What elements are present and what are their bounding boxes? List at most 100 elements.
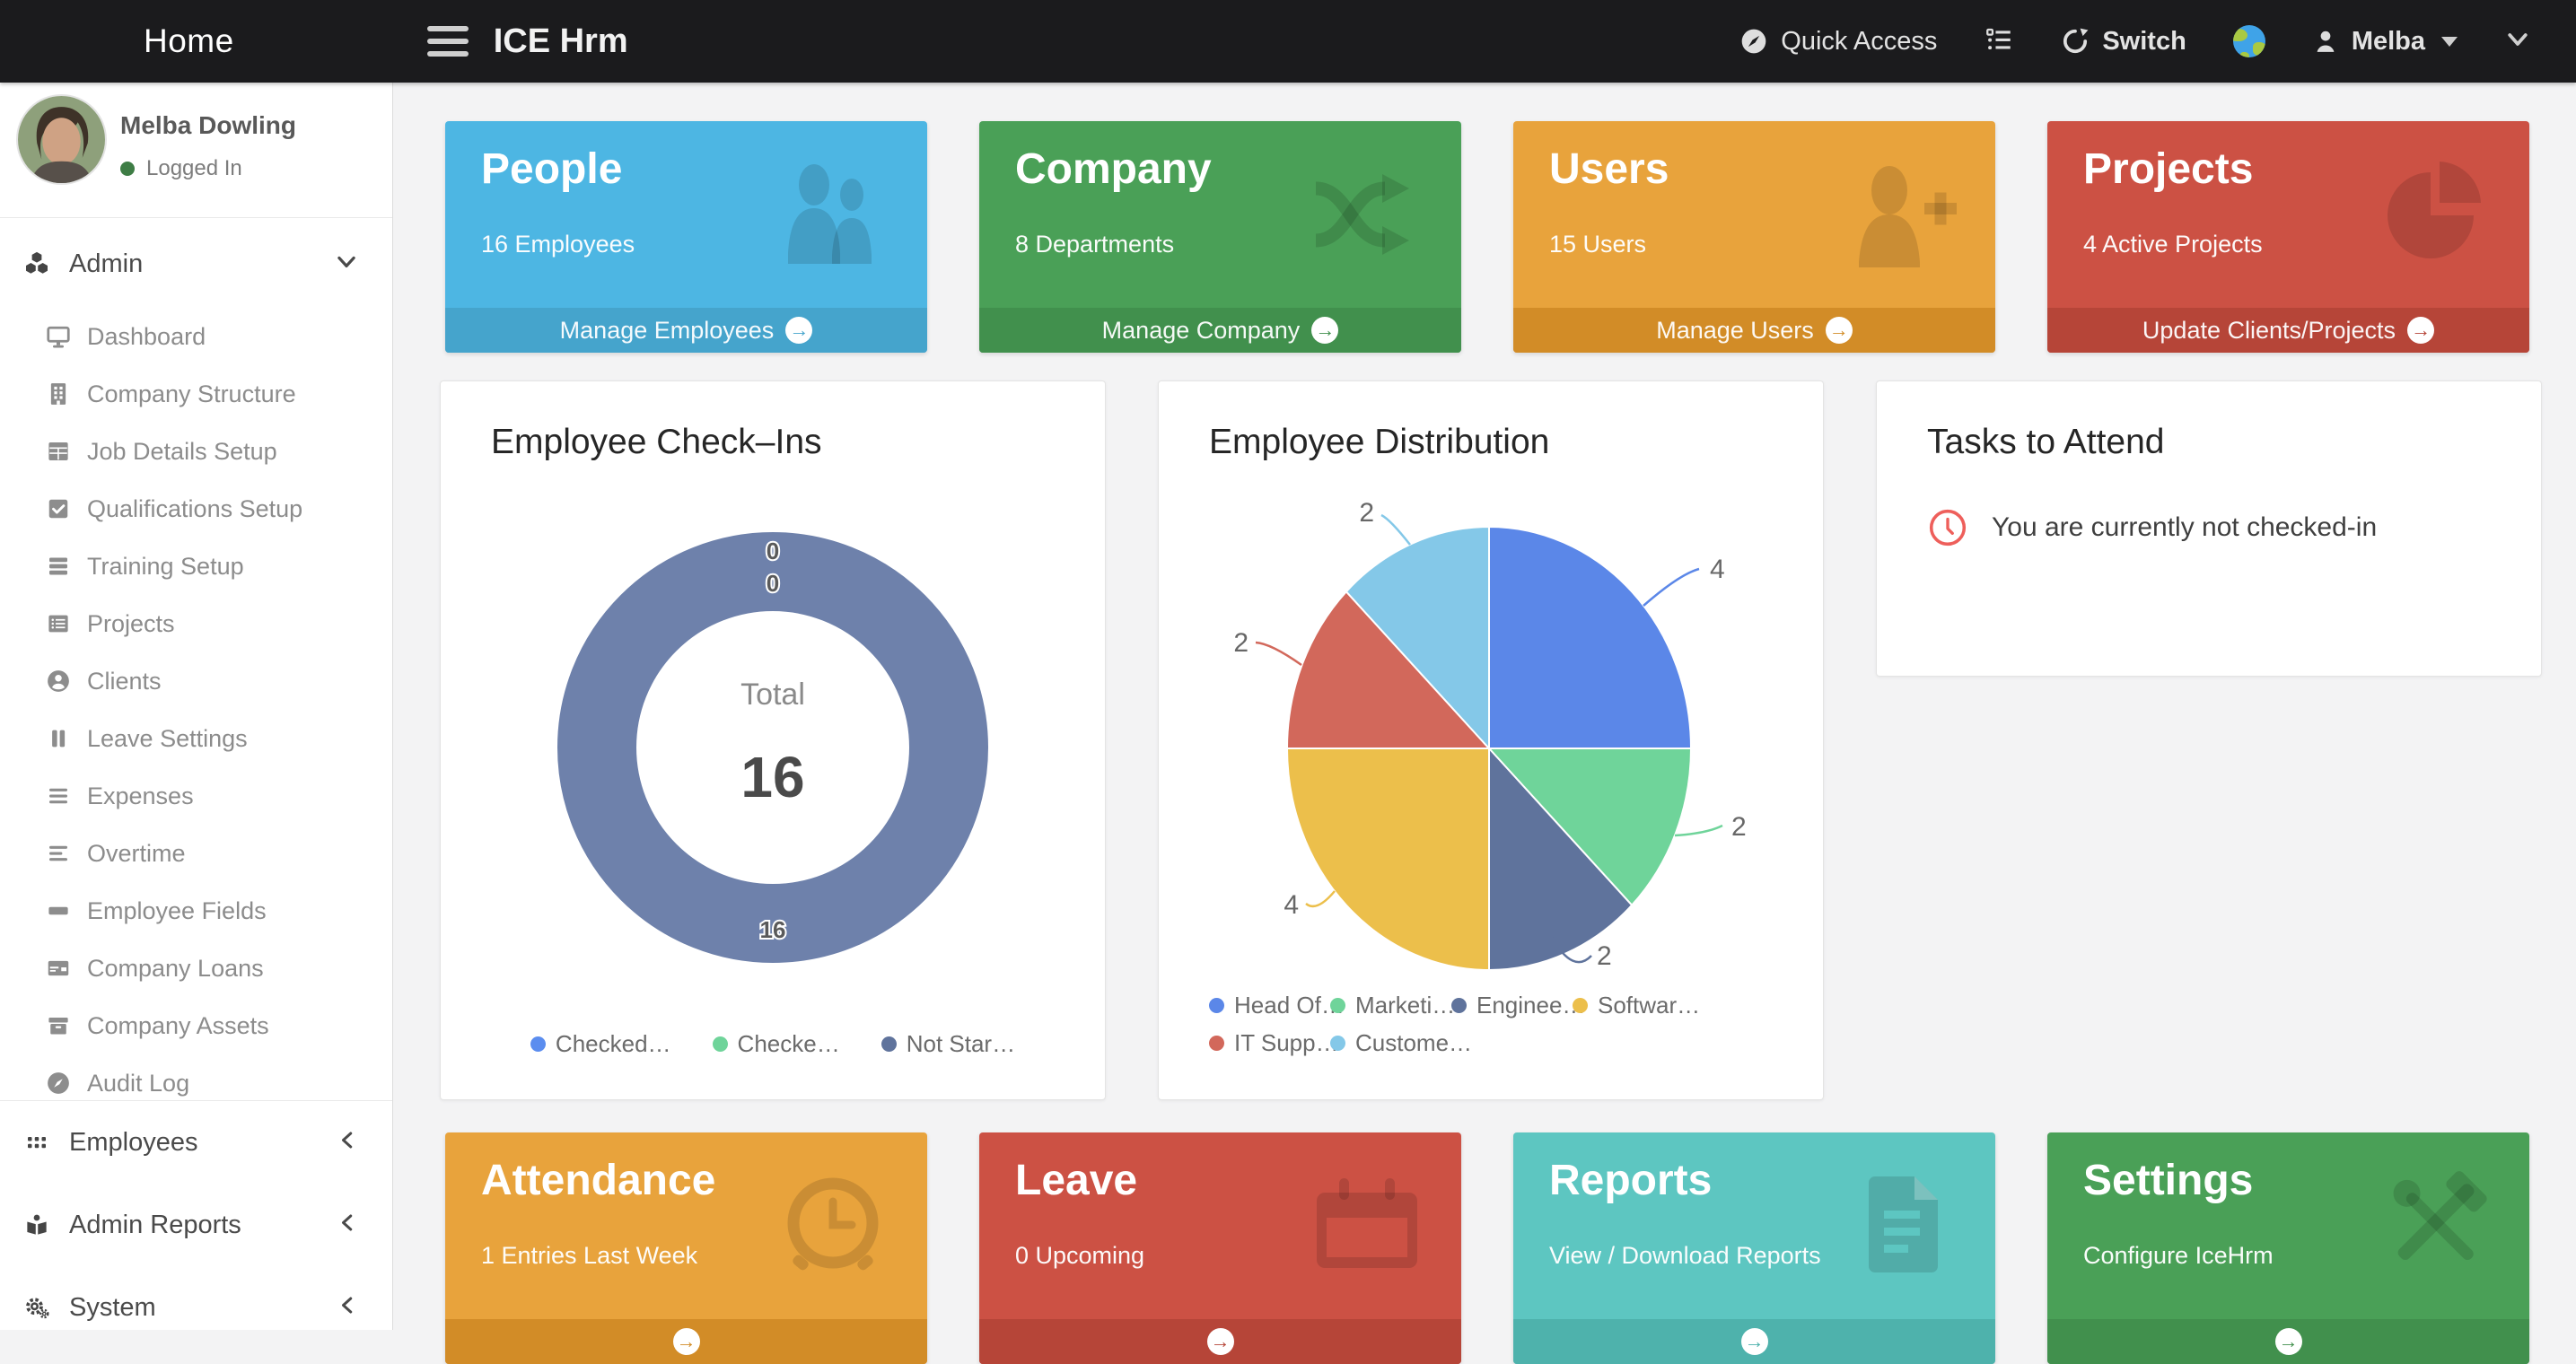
tasks-title: Tasks to Attend bbox=[1927, 423, 2165, 462]
tools-icon bbox=[2368, 1159, 2502, 1285]
quick-access-button[interactable]: Quick Access bbox=[1739, 27, 1937, 57]
table-icon bbox=[45, 438, 72, 465]
arrow-circle-icon: → bbox=[785, 317, 812, 344]
leave-footer-button[interactable]: → bbox=[979, 1319, 1461, 1364]
sidebar-item-leave-settings[interactable]: Leave Settings bbox=[0, 710, 392, 767]
attendance-footer-button[interactable]: → bbox=[445, 1319, 927, 1364]
arrow-circle-icon: → bbox=[673, 1328, 700, 1355]
tasks-list-icon[interactable] bbox=[1984, 24, 2014, 59]
user-avatar[interactable] bbox=[16, 94, 107, 185]
reports-card[interactable]: Reports View / Download Reports → bbox=[1513, 1132, 1995, 1364]
svg-text:4: 4 bbox=[1284, 890, 1299, 920]
pie-legend-row-1: Head Of… Marketi… Enginee… Softwar… bbox=[1209, 992, 1694, 1019]
charts-row: Employee Check–Ins 0 0 16 Total 16 Check… bbox=[440, 380, 2542, 1100]
sidebar-section-admin-reports[interactable]: Admin Reports bbox=[0, 1184, 392, 1266]
manage-employees-button[interactable]: Manage Employees → bbox=[445, 308, 927, 353]
sidebar-item-training-setup[interactable]: Training Setup bbox=[0, 538, 392, 595]
people-card[interactable]: People 16 Employees Manage Employees → bbox=[445, 121, 927, 353]
field-bar-icon bbox=[45, 897, 72, 924]
checkins-donut-chart[interactable]: 0 0 16 Total 16 bbox=[441, 498, 1105, 1054]
update-clients-projects-button[interactable]: Update Clients/Projects → bbox=[2047, 308, 2529, 353]
sidebar-item-qualifications-setup[interactable]: Qualifications Setup bbox=[0, 480, 392, 538]
home-link[interactable]: Home bbox=[144, 22, 234, 60]
legend-item[interactable]: Marketi… bbox=[1330, 992, 1451, 1019]
legend-item[interactable]: Enginee… bbox=[1451, 992, 1573, 1019]
settings-card[interactable]: Settings Configure IceHrm → bbox=[2047, 1132, 2529, 1364]
arrow-circle-icon: → bbox=[2407, 317, 2434, 344]
sidebar-item-company-structure[interactable]: Company Structure bbox=[0, 365, 392, 423]
user-menu[interactable]: Melba bbox=[2312, 27, 2458, 57]
manage-users-button[interactable]: Manage Users → bbox=[1513, 308, 1995, 353]
sidebar-section-admin[interactable]: Admin bbox=[0, 225, 392, 302]
clock-alert-icon bbox=[1927, 507, 1968, 548]
legend-item[interactable]: IT Supp… bbox=[1209, 1029, 1330, 1057]
compass-icon bbox=[1739, 27, 1768, 56]
alarm-clock-icon bbox=[766, 1159, 900, 1285]
legend-item[interactable]: Head Of… bbox=[1209, 992, 1330, 1019]
sidebar-section-system[interactable]: System bbox=[0, 1266, 392, 1349]
employee-distribution-chart-card: Employee Distribution 4 2 2 4 2 2 bbox=[1158, 380, 1824, 1100]
sidebar-item-company-assets[interactable]: Company Assets bbox=[0, 997, 392, 1054]
chevron-left-icon bbox=[337, 1295, 358, 1321]
sidebar-item-dashboard[interactable]: Dashboard bbox=[0, 308, 392, 365]
lines-icon bbox=[45, 783, 72, 809]
legend-item[interactable]: Custome… bbox=[1330, 1029, 1451, 1057]
svg-text:2: 2 bbox=[1597, 941, 1612, 971]
leave-card[interactable]: Leave 0 Upcoming → bbox=[979, 1132, 1461, 1364]
user-plus-icon bbox=[1834, 148, 1968, 274]
settings-footer-button[interactable]: → bbox=[2047, 1319, 2529, 1364]
legend-item[interactable]: Checked… bbox=[530, 1030, 671, 1058]
svg-text:0: 0 bbox=[767, 570, 779, 597]
card-title: Attendance bbox=[481, 1156, 715, 1205]
chevron-down-icon bbox=[335, 250, 358, 278]
navbar-collapse-chevron[interactable] bbox=[2504, 26, 2531, 57]
language-globe-icon[interactable] bbox=[2233, 25, 2265, 57]
tasks-to-attend-card: Tasks to Attend You are currently not ch… bbox=[1876, 380, 2542, 677]
card-title: People bbox=[481, 144, 622, 194]
sidebar-item-expenses[interactable]: Expenses bbox=[0, 767, 392, 825]
distribution-pie-chart[interactable]: 4 2 2 4 2 2 bbox=[1159, 489, 1823, 1045]
attendance-card[interactable]: Attendance 1 Entries Last Week → bbox=[445, 1132, 927, 1364]
users-card[interactable]: Users 15 Users Manage Users → bbox=[1513, 121, 1995, 353]
svg-text:16: 16 bbox=[740, 745, 804, 809]
legend-item[interactable]: Softwar… bbox=[1573, 992, 1694, 1019]
sidebar-item-overtime[interactable]: Overtime bbox=[0, 825, 392, 882]
manage-company-button[interactable]: Manage Company → bbox=[979, 308, 1461, 353]
arrow-circle-icon: → bbox=[1741, 1328, 1768, 1355]
reports-footer-button[interactable]: → bbox=[1513, 1319, 1995, 1364]
credit-card-icon bbox=[45, 955, 72, 982]
pie-legend-row-2: IT Supp… Custome… bbox=[1209, 1029, 1451, 1057]
cubes-icon bbox=[23, 250, 50, 277]
card-subtitle: 16 Employees bbox=[481, 231, 635, 258]
sidebar-item-clients[interactable]: Clients bbox=[0, 652, 392, 710]
donut-legend: Checked… Checke… Not Star… bbox=[441, 1030, 1105, 1058]
card-subtitle: Configure IceHrm bbox=[2083, 1242, 2274, 1270]
card-title: Settings bbox=[2083, 1156, 2253, 1205]
gears-icon bbox=[23, 1294, 50, 1321]
switch-button[interactable]: Switch bbox=[2061, 27, 2186, 57]
sidebar-section-employees[interactable]: Employees bbox=[0, 1101, 392, 1184]
card-title: Reports bbox=[1549, 1156, 1712, 1205]
sidebar-item-job-details-setup[interactable]: Job Details Setup bbox=[0, 423, 392, 480]
card-subtitle: 8 Departments bbox=[1015, 231, 1174, 258]
divider bbox=[0, 217, 392, 218]
card-subtitle: 1 Entries Last Week bbox=[481, 1242, 697, 1270]
arrow-circle-icon: → bbox=[1311, 317, 1338, 344]
card-title: Users bbox=[1549, 144, 1669, 194]
legend-item[interactable]: Not Star… bbox=[881, 1030, 1015, 1058]
sidebar-item-company-loans[interactable]: Company Loans bbox=[0, 940, 392, 997]
svg-text:4: 4 bbox=[1710, 555, 1725, 584]
hamburger-menu-icon[interactable] bbox=[427, 26, 469, 57]
chevron-left-icon bbox=[337, 1212, 358, 1238]
company-card[interactable]: Company 8 Departments Manage Company → bbox=[979, 121, 1461, 353]
svg-text:Total: Total bbox=[740, 678, 805, 712]
people-icon bbox=[766, 148, 900, 274]
projects-card[interactable]: Projects 4 Active Projects Update Client… bbox=[2047, 121, 2529, 353]
person-circle-icon bbox=[45, 668, 72, 695]
monitor-icon bbox=[45, 323, 72, 350]
chart-title: Employee Check–Ins bbox=[491, 423, 822, 462]
legend-item[interactable]: Checke… bbox=[713, 1030, 840, 1058]
sidebar-item-projects[interactable]: Projects bbox=[0, 595, 392, 652]
card-subtitle: 4 Active Projects bbox=[2083, 231, 2263, 258]
sidebar-item-employee-fields[interactable]: Employee Fields bbox=[0, 882, 392, 940]
